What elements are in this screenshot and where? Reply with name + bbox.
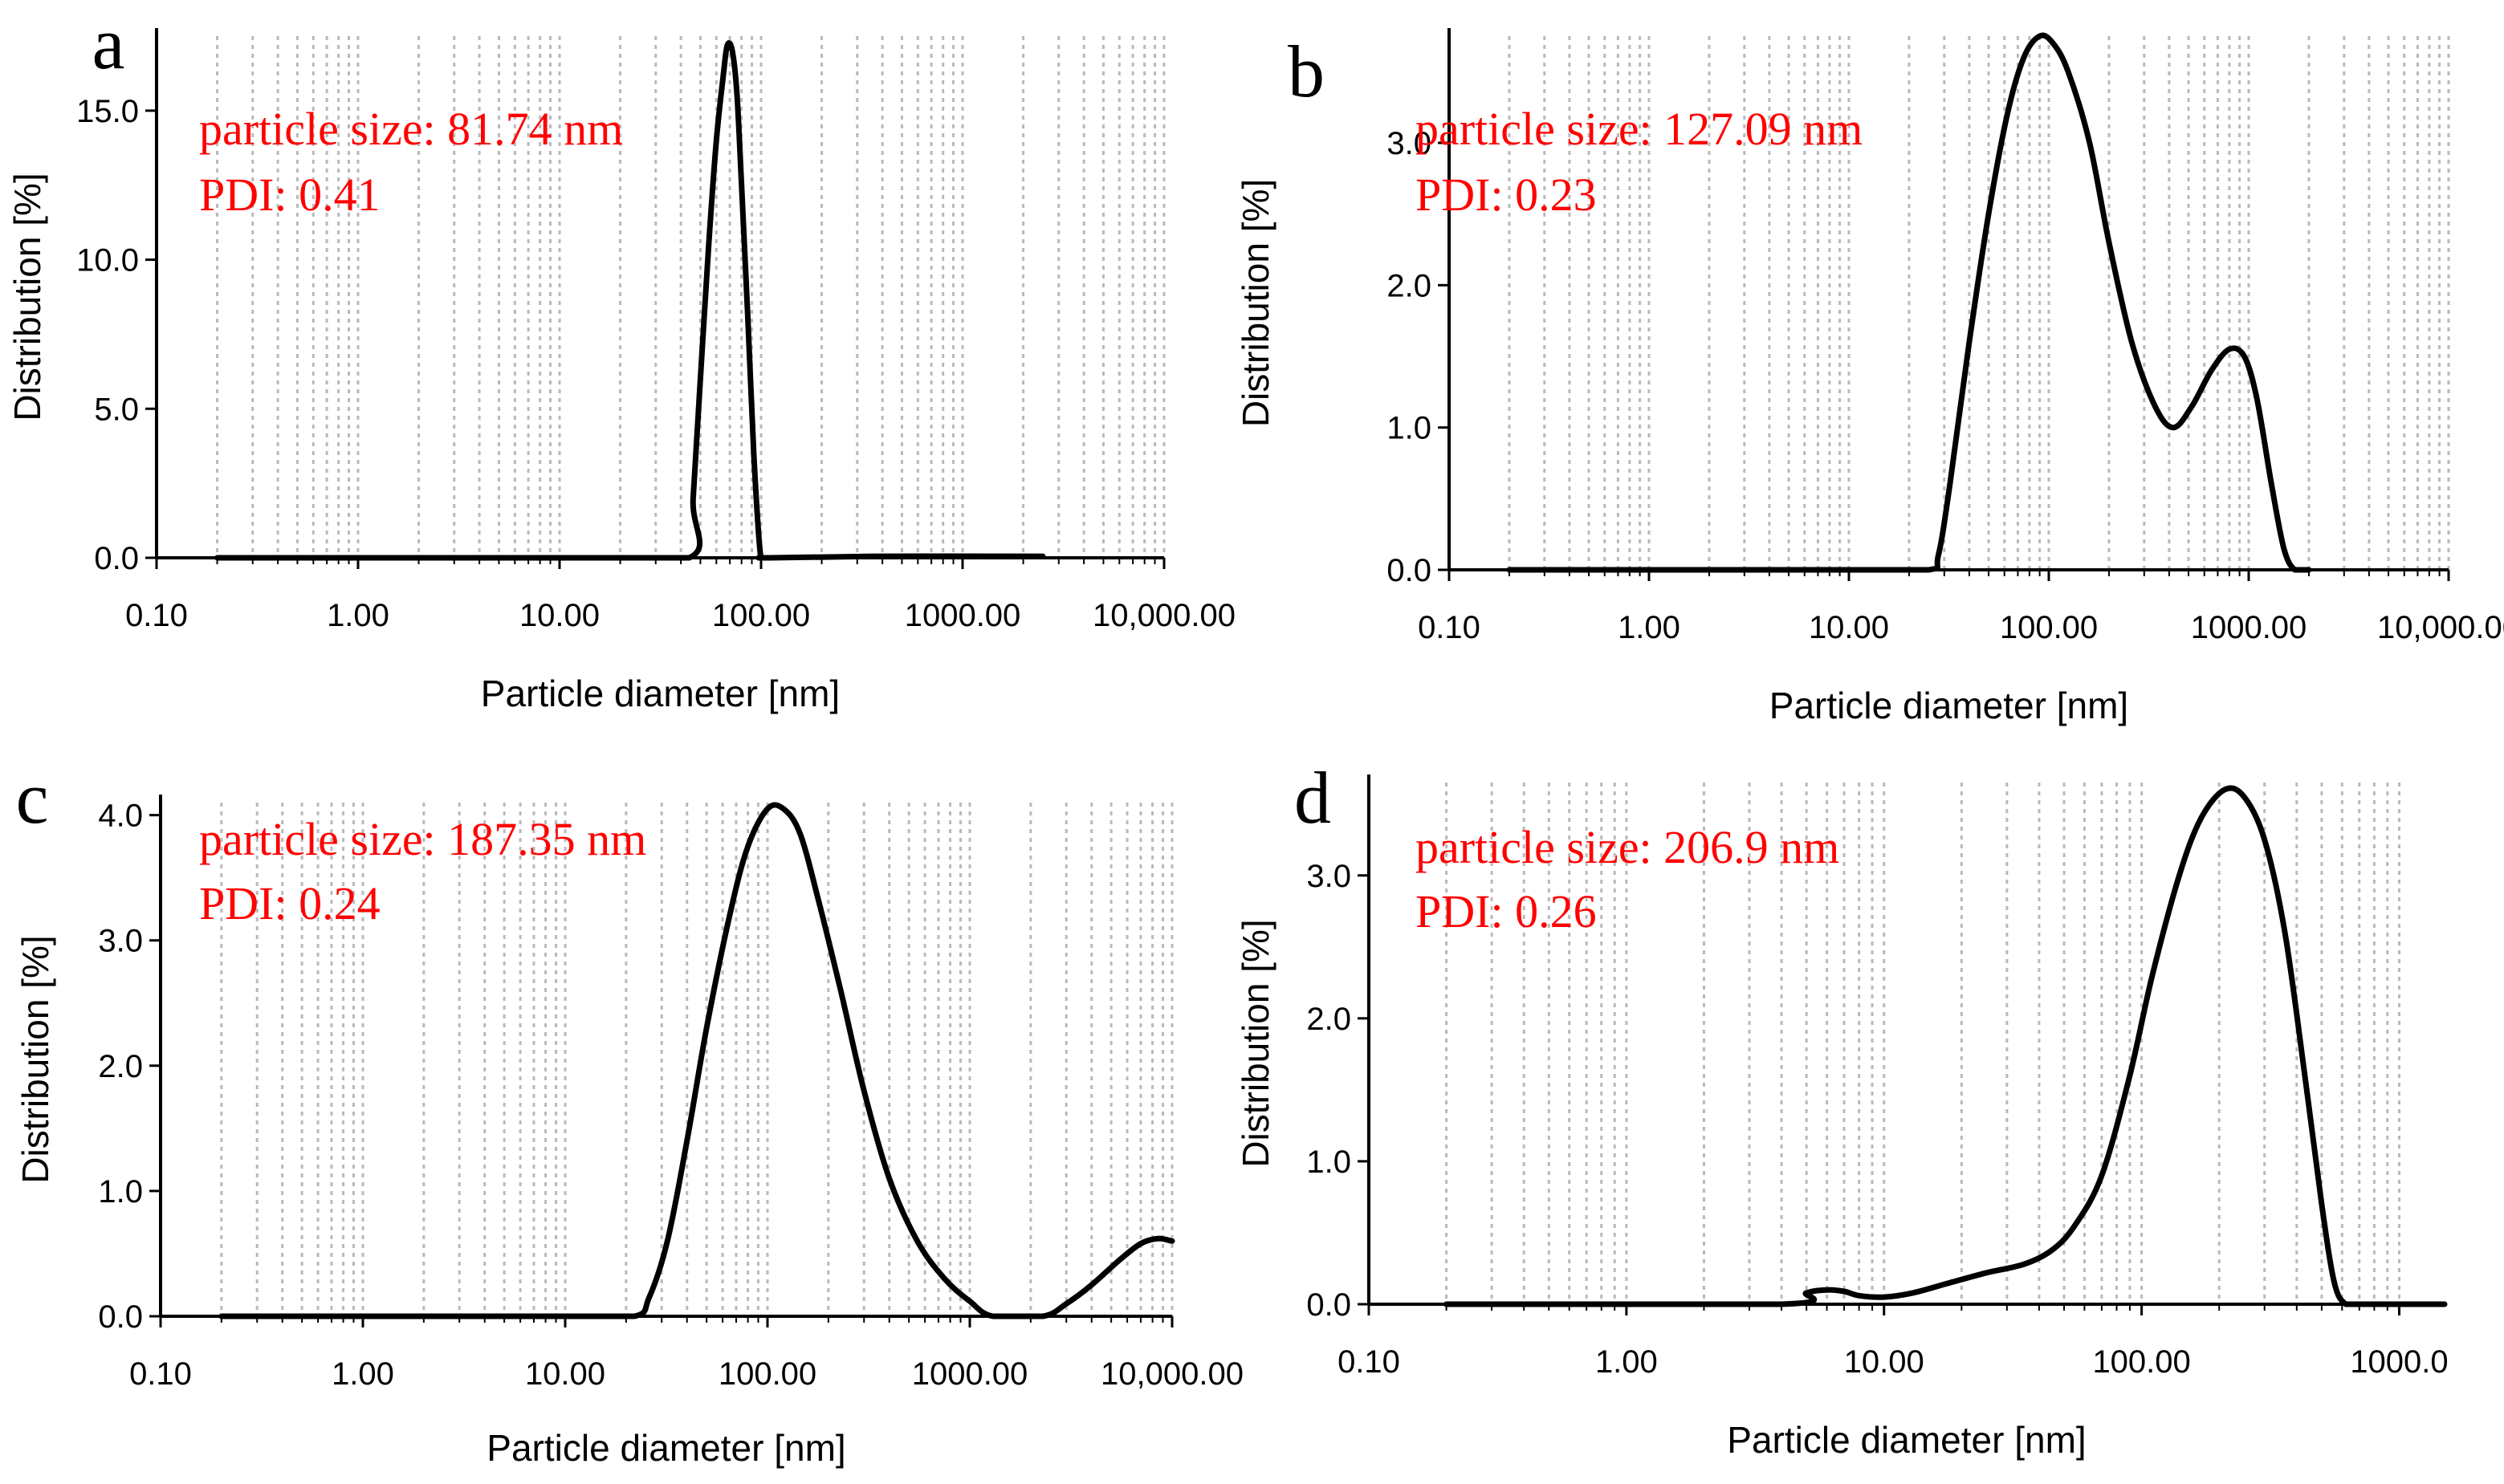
x-axis-title: Particle diameter [nm] xyxy=(487,1427,845,1469)
x-axis-title: Particle diameter [nm] xyxy=(1727,1419,2086,1461)
particle-size-annotation: particle size: 127.09 nm xyxy=(1415,103,1863,155)
y-tick-label: 3.0 xyxy=(98,924,143,959)
x-tick-label: 10,000.00 xyxy=(1093,598,1236,633)
distribution-curve-b xyxy=(1506,32,2312,573)
y-tick-label: 4.0 xyxy=(98,799,143,834)
y-tick-label: 10.0 xyxy=(76,243,139,279)
pdi-annotation: PDI: 0.41 xyxy=(199,169,381,221)
particle-size-annotation: particle size: 187.35 nm xyxy=(199,813,646,865)
y-tick-label: 1.0 xyxy=(1306,1145,1351,1180)
x-tick-label: 100.00 xyxy=(2000,610,2098,645)
x-tick-label: 1.00 xyxy=(332,1356,394,1392)
y-tick-label: 5.0 xyxy=(94,392,139,427)
y-axis-title: Distribution [%] xyxy=(1235,919,1276,1167)
x-tick-label: 10.00 xyxy=(1809,610,1889,645)
pdi-annotation: PDI: 0.23 xyxy=(1415,169,1597,221)
x-tick-label: 100.00 xyxy=(2092,1344,2190,1380)
x-tick-label: 0.10 xyxy=(129,1356,192,1392)
x-tick-label: 0.10 xyxy=(125,598,188,633)
particle-size-annotation: particle size: 206.9 nm xyxy=(1415,821,1839,873)
x-tick-label: 1.00 xyxy=(327,598,389,633)
y-tick-label: 1.0 xyxy=(1386,411,1431,446)
y-tick-label: 2.0 xyxy=(98,1049,143,1084)
y-tick-label: 0.0 xyxy=(94,541,139,576)
y-tick-label: 0.0 xyxy=(1386,553,1431,588)
y-tick-label: 0.0 xyxy=(98,1299,143,1335)
x-tick-label: 0.10 xyxy=(1338,1344,1400,1380)
x-tick-label: 1.00 xyxy=(1618,610,1680,645)
y-tick-label: 15.0 xyxy=(76,94,139,129)
x-tick-label: 10.00 xyxy=(519,598,600,633)
y-tick-label: 1.0 xyxy=(98,1174,143,1210)
y-tick-label: 0.0 xyxy=(1306,1287,1351,1323)
x-tick-label: 10.00 xyxy=(1844,1344,1924,1380)
x-axis-title: Particle diameter [nm] xyxy=(481,673,840,714)
x-tick-label: 10,000.00 xyxy=(2377,610,2504,645)
x-tick-label: 10,000.00 xyxy=(1101,1356,1244,1392)
particle-size-annotation: particle size: 81.74 nm xyxy=(199,103,623,155)
distribution-curve-d xyxy=(1443,785,2448,1307)
panel-letter-d: d xyxy=(1294,757,1331,839)
x-tick-label: 100.00 xyxy=(719,1356,816,1392)
x-tick-label: 1.00 xyxy=(1595,1344,1658,1380)
panel-letter-c: c xyxy=(16,757,49,839)
y-axis-title: Distribution [%] xyxy=(14,935,56,1183)
x-axis-title: Particle diameter [nm] xyxy=(1769,685,2128,726)
y-axis-title: Distribution [%] xyxy=(6,173,48,421)
y-tick-label: 2.0 xyxy=(1386,268,1431,303)
y-tick-label: 3.0 xyxy=(1386,126,1431,161)
y-tick-label: 2.0 xyxy=(1306,1002,1351,1037)
y-tick-label: 3.0 xyxy=(1306,859,1351,894)
distribution-curve-a xyxy=(214,40,1046,561)
x-tick-label: 0.10 xyxy=(1418,610,1480,645)
x-tick-label: 1000.00 xyxy=(2191,610,2307,645)
x-tick-label: 100.00 xyxy=(712,598,810,633)
pdi-annotation: PDI: 0.26 xyxy=(1415,885,1597,937)
x-tick-label: 1000.0 xyxy=(2350,1344,2448,1380)
y-axis-title: Distribution [%] xyxy=(1235,179,1276,427)
x-tick-label: 1000.00 xyxy=(905,598,1021,633)
pdi-annotation: PDI: 0.24 xyxy=(199,877,381,929)
panel-letter-b: b xyxy=(1288,30,1325,112)
x-tick-label: 1000.00 xyxy=(912,1356,1028,1392)
panel-letter-a: a xyxy=(92,2,125,84)
distribution-curve-c xyxy=(218,802,1175,1319)
x-tick-label: 10.00 xyxy=(525,1356,605,1392)
